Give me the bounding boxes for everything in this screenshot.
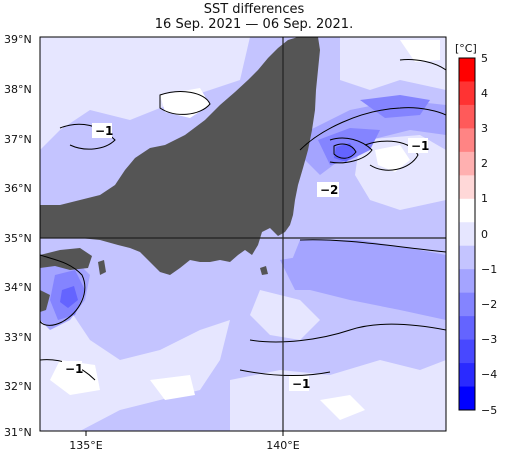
y-tick-label: 33°N	[4, 331, 32, 344]
map-title: SST differences	[203, 2, 305, 17]
awaji-island	[98, 260, 106, 275]
honshu-land	[40, 37, 320, 275]
colorbar-label: 5	[481, 52, 488, 65]
colorbar-label: 2	[481, 157, 488, 170]
colorbar-label: 3	[481, 122, 488, 135]
contour-label-bg	[92, 123, 112, 138]
y-tick-label: 32°N	[4, 380, 32, 393]
colorbar-swatch	[459, 198, 475, 223]
y-tick-label: 34°N	[4, 281, 32, 294]
colorbar-swatch	[459, 104, 475, 129]
x-tick-label: 135°E	[69, 439, 102, 452]
izu-oshima	[260, 266, 268, 275]
y-tick-label: 31°N	[4, 426, 32, 439]
y-tick-label: 39°N	[4, 33, 32, 46]
colorbar-swatch	[459, 316, 475, 341]
map-area: −1 −1 −2 −1 −1	[40, 37, 446, 431]
y-tick-label: 35°N	[4, 232, 32, 245]
colorbar-label: −1	[481, 263, 497, 276]
pale-patches	[40, 37, 446, 431]
contour-label: −1	[292, 377, 310, 391]
colorbar-label: −4	[481, 368, 497, 381]
colorbar-label: −3	[481, 333, 497, 346]
colorbar-label: −5	[481, 404, 497, 417]
kyushu-corner	[40, 290, 50, 312]
colorbar-label: 1	[481, 192, 488, 205]
contour-label: −1	[95, 124, 113, 138]
x-tick-label: 140°E	[266, 439, 299, 452]
colorbar-label: 4	[481, 87, 488, 100]
colorbar-frame	[458, 57, 476, 411]
white-patches	[50, 40, 440, 420]
contour-label-bg	[289, 376, 309, 391]
colorbar-swatch	[459, 175, 475, 200]
contour-lines	[40, 59, 446, 381]
colorbar-swatch	[459, 151, 475, 176]
y-tick-label: 37°N	[4, 133, 32, 146]
colorbar-swatch	[459, 128, 475, 153]
colorbar-swatch	[459, 339, 475, 364]
colorbar-labels: 5 4 3 2 1 0 −1 −2 −3 −4 −5	[481, 52, 497, 417]
colorbar-swatch	[459, 245, 475, 270]
contour-label: −1	[65, 362, 83, 376]
colorbar-swatches	[459, 58, 475, 411]
colorbar-swatch	[459, 58, 475, 82]
contour-label: −1	[411, 139, 429, 153]
colorbar-swatch	[459, 386, 475, 411]
land-masses	[40, 37, 320, 312]
contour-label-bg	[62, 361, 82, 376]
colorbar-label: −2	[481, 298, 497, 311]
contour-label-group: −1 −1 −2 −1 −1	[62, 123, 429, 391]
colorbar-swatch	[459, 363, 475, 388]
colorbar-swatch	[459, 222, 475, 247]
contour-label-bg	[317, 182, 339, 197]
map-subtitle: 16 Sep. 2021 — 06 Sep. 2021.	[154, 17, 354, 32]
x-axis: 135°E 140°E	[69, 431, 300, 452]
y-axis: 39°N 38°N 37°N 36°N 35°N 34°N 33°N 32°N …	[4, 33, 32, 439]
contour-label-bg	[408, 138, 428, 153]
map-frame	[39, 36, 447, 432]
colorbar-swatch	[459, 292, 475, 317]
y-tick-label: 36°N	[4, 182, 32, 195]
shikoku-land	[40, 248, 92, 270]
y-tick-label: 38°N	[4, 83, 32, 96]
colorbar-unit: [°C]	[455, 42, 477, 55]
contour-label: −2	[320, 183, 338, 197]
colorbar-swatch	[459, 81, 475, 106]
colorbar-label: 0	[481, 228, 488, 241]
colorbar-swatch	[459, 269, 475, 294]
colorbar: [°C] 5 4 3 2 1 0 −1 −2 −3 −4 −5	[455, 42, 497, 417]
